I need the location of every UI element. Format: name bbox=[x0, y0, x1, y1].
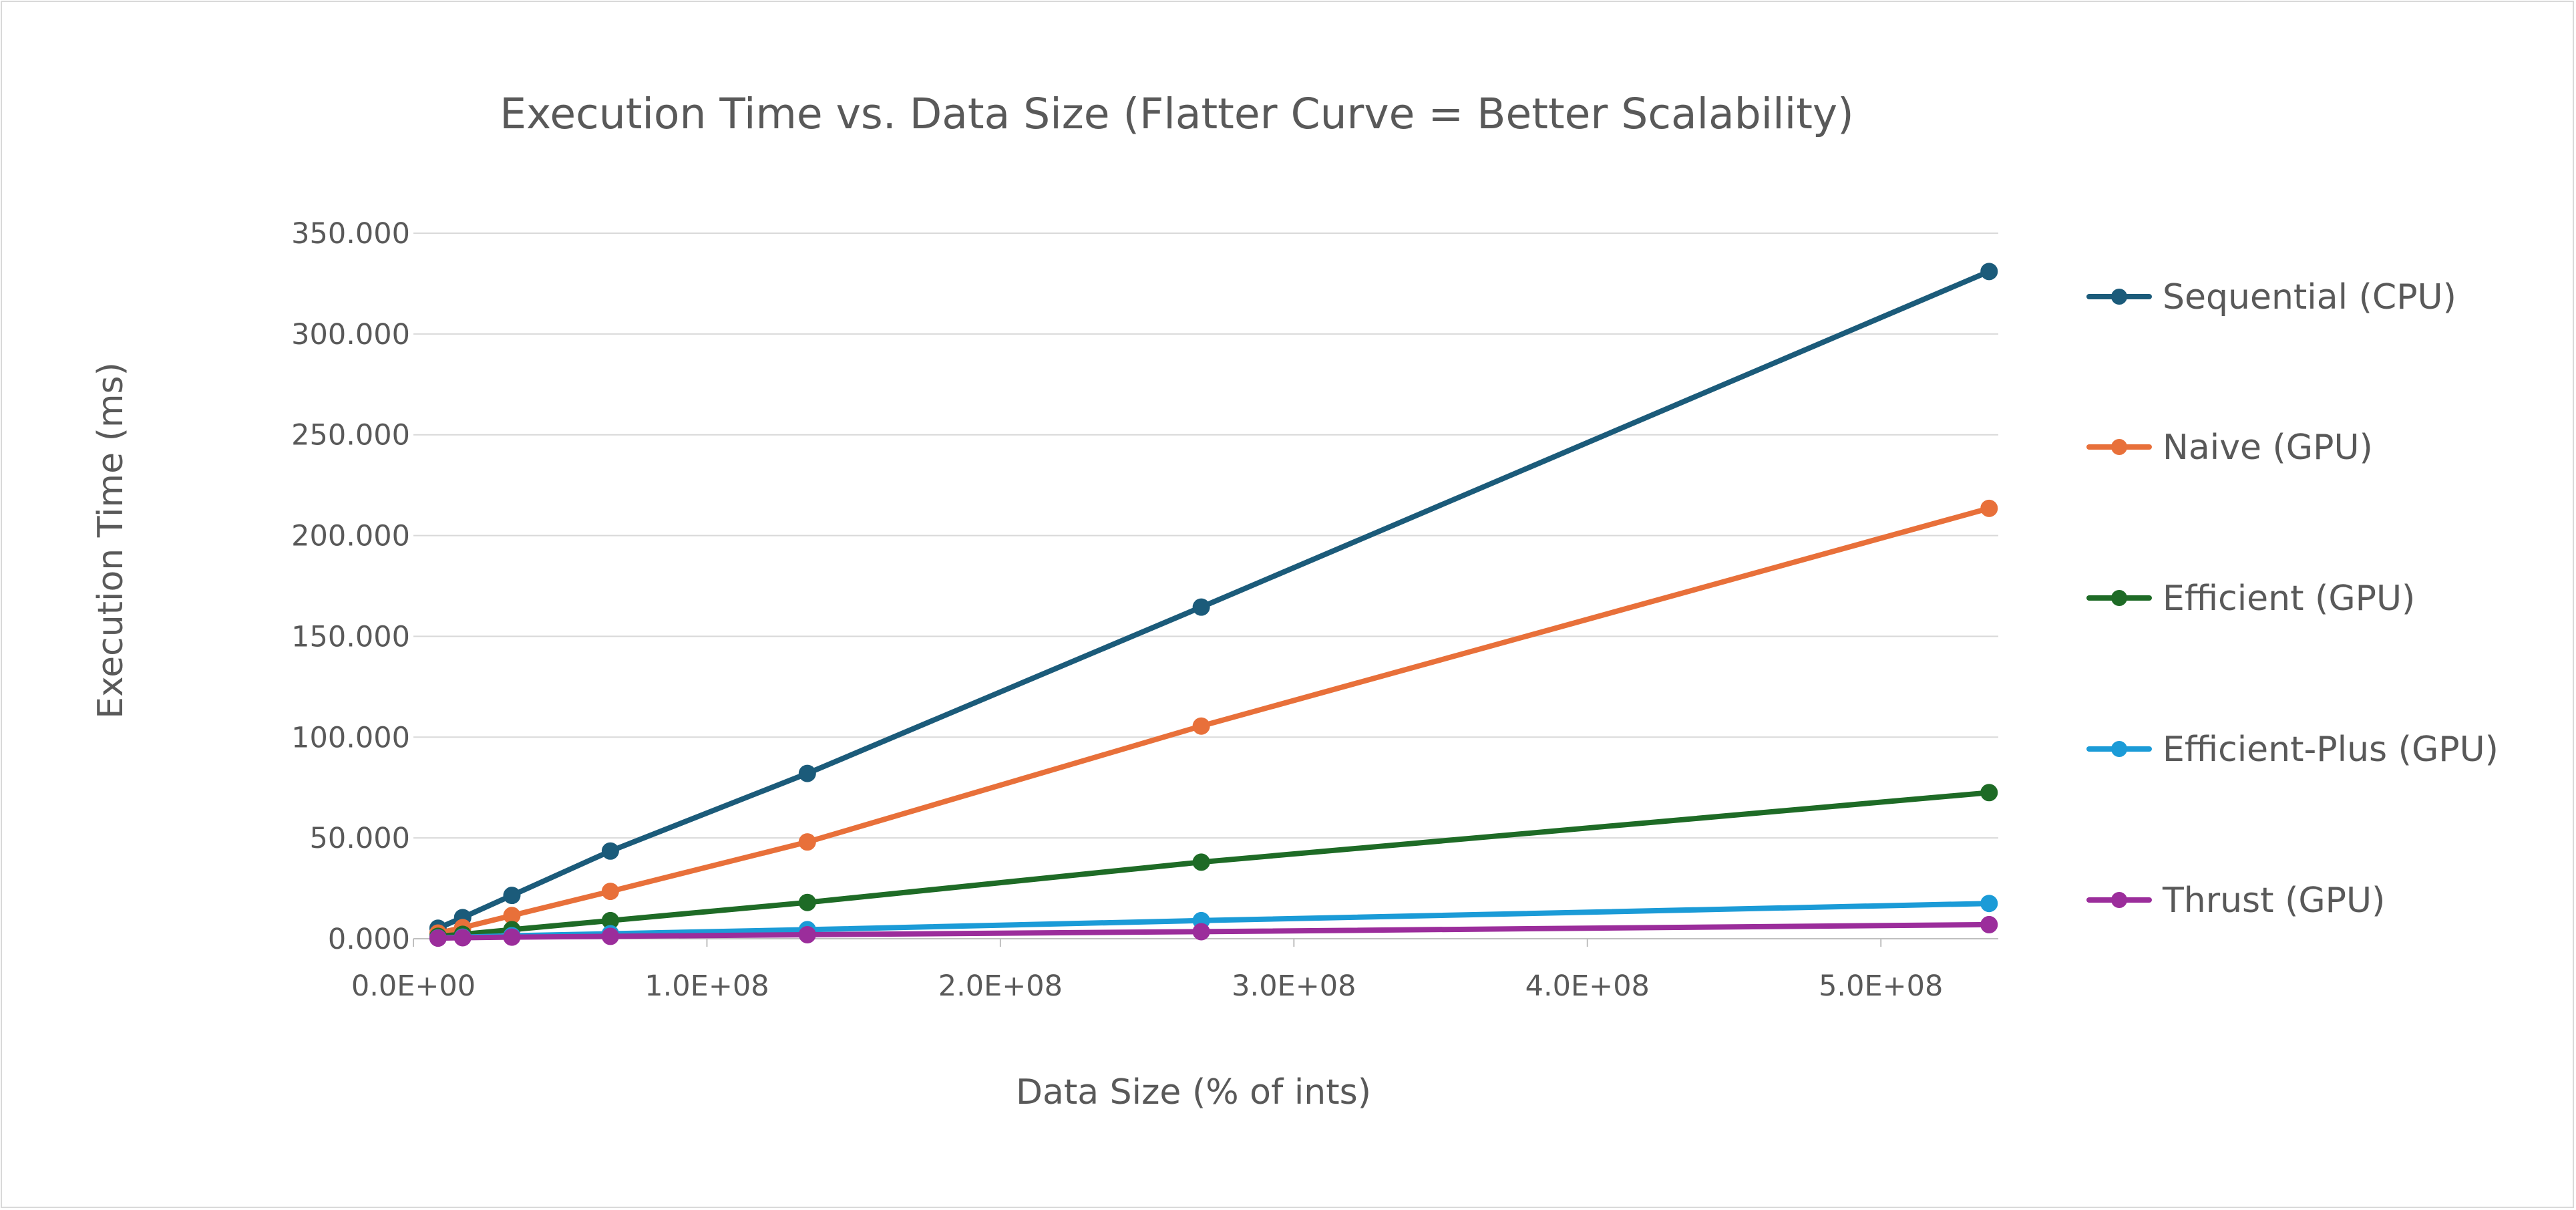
data-point bbox=[453, 929, 472, 947]
y-tick-label: 200.000 bbox=[291, 520, 410, 553]
x-tick-label: 3.0E+08 bbox=[1232, 969, 1356, 1003]
data-point bbox=[1980, 499, 1998, 517]
y-tick-label: 350.000 bbox=[291, 217, 410, 251]
data-point bbox=[601, 927, 619, 945]
y-tick-label: 300.000 bbox=[291, 318, 410, 351]
legend: Sequential (CPU) Naive (GPU) Efficient (GP… bbox=[2086, 277, 2499, 921]
x-tick-label: 0.0E+00 bbox=[351, 969, 476, 1003]
gridlines bbox=[413, 233, 1998, 939]
data-point bbox=[1192, 853, 1210, 871]
legend-label: Naive (GPU) bbox=[2163, 428, 2373, 468]
x-tick-label: 4.0E+08 bbox=[1525, 969, 1650, 1003]
legend-marker bbox=[2111, 289, 2127, 305]
data-point bbox=[601, 842, 619, 860]
data-point bbox=[601, 883, 619, 901]
data-point bbox=[1980, 784, 1998, 802]
x-tick-label: 2.0E+08 bbox=[938, 969, 1063, 1003]
data-point bbox=[798, 893, 816, 911]
x-axis-ticks: 0.0E+00 1.0E+08 2.0E+08 3.0E+08 4.0E+08 5.0E+… bbox=[351, 939, 1943, 1003]
data-point bbox=[429, 929, 447, 947]
data-point bbox=[503, 928, 521, 946]
data-point bbox=[1192, 598, 1210, 616]
x-axis-title: Data Size (% of ints) bbox=[1016, 1072, 1371, 1112]
data-point bbox=[1980, 263, 1998, 281]
y-tick-label: 150.000 bbox=[291, 620, 410, 653]
data-point bbox=[1980, 895, 1998, 913]
legend-label: Thrust (GPU) bbox=[2162, 881, 2385, 921]
x-tick-label: 1.0E+08 bbox=[645, 969, 769, 1003]
legend-marker bbox=[2111, 439, 2127, 455]
legend-marker bbox=[2111, 741, 2127, 757]
data-point bbox=[798, 925, 816, 943]
legend-marker bbox=[2111, 892, 2127, 908]
data-point bbox=[1192, 717, 1210, 735]
data-point bbox=[503, 887, 521, 905]
y-tick-label: 250.000 bbox=[291, 419, 410, 452]
legend-label: Sequential (CPU) bbox=[2163, 277, 2456, 317]
data-point bbox=[798, 833, 816, 851]
series-line bbox=[435, 790, 1992, 939]
series-lines bbox=[429, 263, 1998, 947]
y-tick-label: 0.000 bbox=[328, 923, 410, 956]
data-point bbox=[1980, 915, 1998, 933]
chart-title: Execution Time vs. Data Size (Flatter Cu… bbox=[500, 90, 1854, 138]
series-line bbox=[435, 505, 1992, 936]
legend-marker bbox=[2111, 590, 2127, 606]
y-axis-ticks: 0.000 50.000 100.000 150.000 200.000 250.000 3… bbox=[291, 217, 410, 956]
legend-label: Efficient (GPU) bbox=[2163, 579, 2415, 619]
x-tick-label: 5.0E+08 bbox=[1819, 969, 1943, 1003]
y-tick-label: 100.000 bbox=[291, 721, 410, 754]
y-axis-title: Execution Time (ms) bbox=[91, 362, 131, 719]
data-point bbox=[1192, 923, 1210, 941]
y-tick-label: 50.000 bbox=[310, 822, 410, 855]
data-point bbox=[798, 764, 816, 782]
legend-label: Efficient-Plus (GPU) bbox=[2163, 730, 2499, 770]
series-line bbox=[435, 269, 1992, 931]
